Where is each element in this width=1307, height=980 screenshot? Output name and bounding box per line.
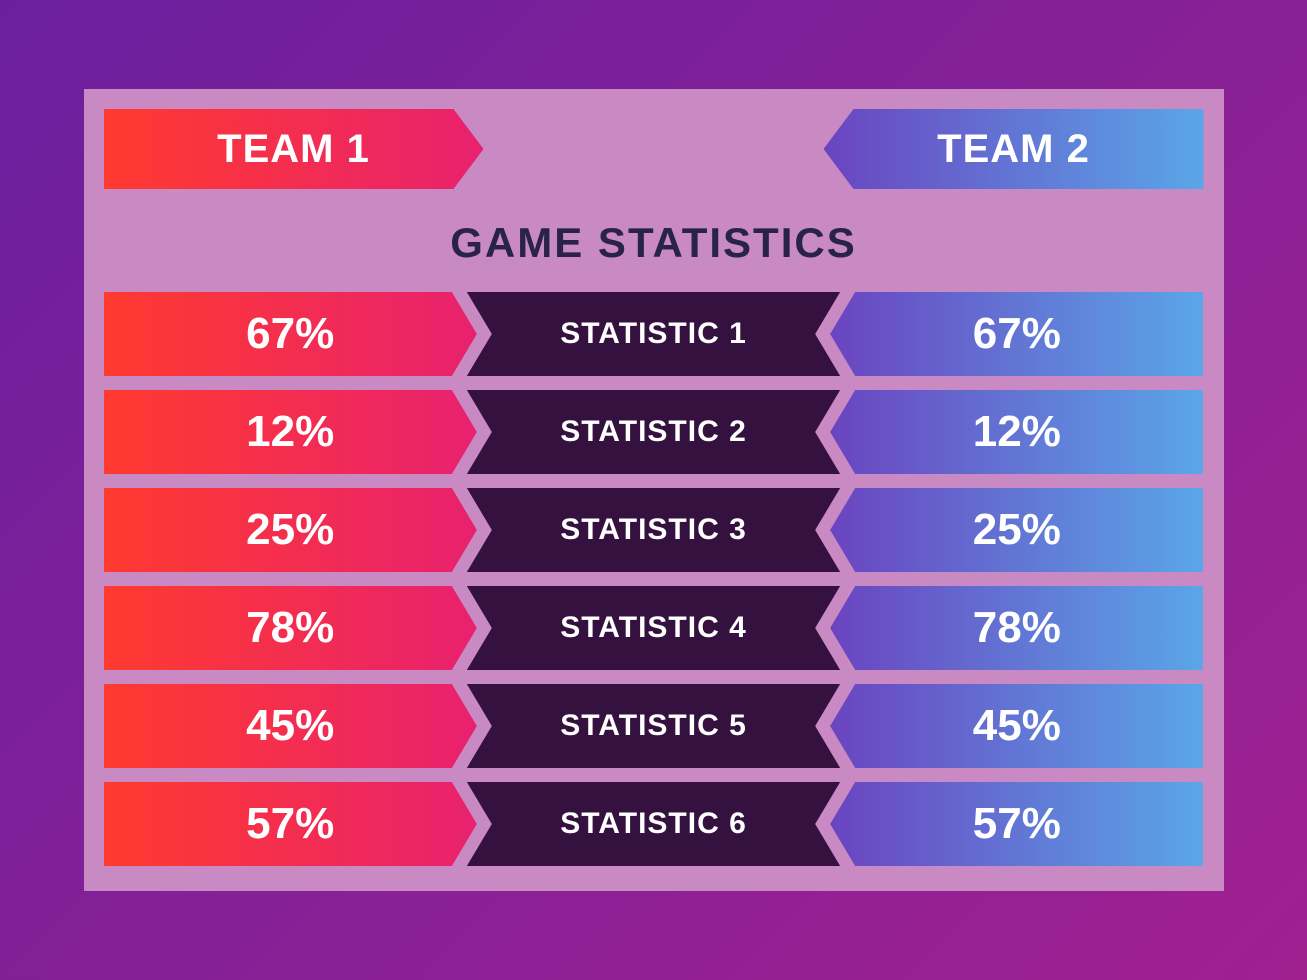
team2-value: 12% — [830, 390, 1203, 474]
stats-panel: TEAM 1 VS TEAM 2 GAME STATISTICS 67%STAT… — [84, 89, 1224, 891]
teams-header: TEAM 1 VS TEAM 2 — [104, 109, 1204, 189]
team1-value: 12% — [104, 390, 477, 474]
stat-row: 78%STATISTIC 478% — [104, 586, 1204, 670]
team1-value: 45% — [104, 684, 477, 768]
stat-row: 25%STATISTIC 325% — [104, 488, 1204, 572]
stat-label: STATISTIC 5 — [467, 684, 840, 768]
team2-value: 25% — [830, 488, 1203, 572]
team1-value: 57% — [104, 782, 477, 866]
team2-value: 45% — [830, 684, 1203, 768]
stat-label: STATISTIC 3 — [467, 488, 840, 572]
team2-value: 67% — [830, 292, 1203, 376]
stat-label: STATISTIC 4 — [467, 586, 840, 670]
vs-label: VS — [626, 127, 681, 172]
stat-row: 57%STATISTIC 657% — [104, 782, 1204, 866]
vs-banner: VS — [464, 109, 844, 189]
team1-value: 67% — [104, 292, 477, 376]
stat-row: 12%STATISTIC 212% — [104, 390, 1204, 474]
team2-value: 78% — [830, 586, 1203, 670]
team1-value: 25% — [104, 488, 477, 572]
team2-label: TEAM 2 — [937, 127, 1090, 172]
team2-banner: TEAM 2 — [824, 109, 1204, 189]
team1-banner: TEAM 1 — [104, 109, 484, 189]
page-title: GAME STATISTICS — [104, 219, 1204, 267]
stats-container: 67%STATISTIC 167%12%STATISTIC 212%25%STA… — [104, 292, 1204, 866]
team2-value: 57% — [830, 782, 1203, 866]
team1-value: 78% — [104, 586, 477, 670]
stat-label: STATISTIC 6 — [467, 782, 840, 866]
stat-label: STATISTIC 2 — [467, 390, 840, 474]
stat-row: 45%STATISTIC 545% — [104, 684, 1204, 768]
stat-label: STATISTIC 1 — [467, 292, 840, 376]
stat-row: 67%STATISTIC 167% — [104, 292, 1204, 376]
team1-label: TEAM 1 — [217, 127, 370, 172]
